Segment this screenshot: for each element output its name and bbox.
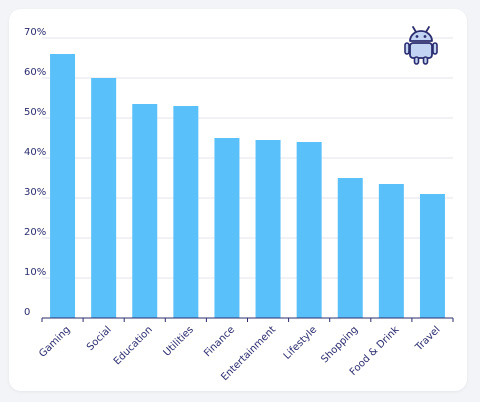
antenna-right [425, 26, 430, 33]
category-label: Lifestyle [282, 324, 319, 361]
android-arm-right [432, 42, 438, 55]
android-body [409, 42, 433, 59]
y-tick-label: 30% [24, 187, 46, 198]
bar [337, 178, 363, 318]
bar [255, 140, 281, 318]
bar [419, 194, 445, 318]
bar [91, 78, 117, 318]
category-label: Education [112, 324, 155, 367]
category-label: Social [85, 324, 114, 353]
category-label: Shopping [319, 324, 360, 365]
android-leg-left [413, 56, 420, 65]
android-head [409, 30, 433, 42]
category-label: Travel [413, 324, 443, 354]
bar [50, 54, 76, 318]
y-tick-label: 10% [24, 267, 46, 278]
y-tick-label: 40% [24, 147, 46, 158]
android-leg-right [422, 56, 429, 65]
bar [296, 142, 322, 318]
category-label: Gaming [37, 324, 72, 359]
android-eye-left [415, 35, 419, 38]
antenna-left [412, 26, 417, 33]
android-icon [404, 26, 438, 65]
y-tick-label: 70% [24, 27, 46, 38]
category-label: Utilities [162, 324, 196, 358]
y-tick-label: 50% [24, 107, 46, 118]
y-tick-label: 0 [24, 307, 30, 318]
bar [378, 184, 404, 318]
android-arm-left [404, 42, 410, 55]
bar [214, 138, 240, 318]
android-eye-right [423, 35, 427, 38]
category-label: Finance [202, 324, 237, 359]
y-tick-label: 60% [24, 67, 46, 78]
bars [50, 54, 445, 318]
bar [173, 106, 199, 318]
bar [132, 104, 158, 318]
y-tick-labels: 0 10% 20% 30% 40% 50% 60% 70% [24, 27, 46, 318]
y-tick-label: 20% [24, 227, 46, 238]
x-axis [41, 317, 454, 322]
